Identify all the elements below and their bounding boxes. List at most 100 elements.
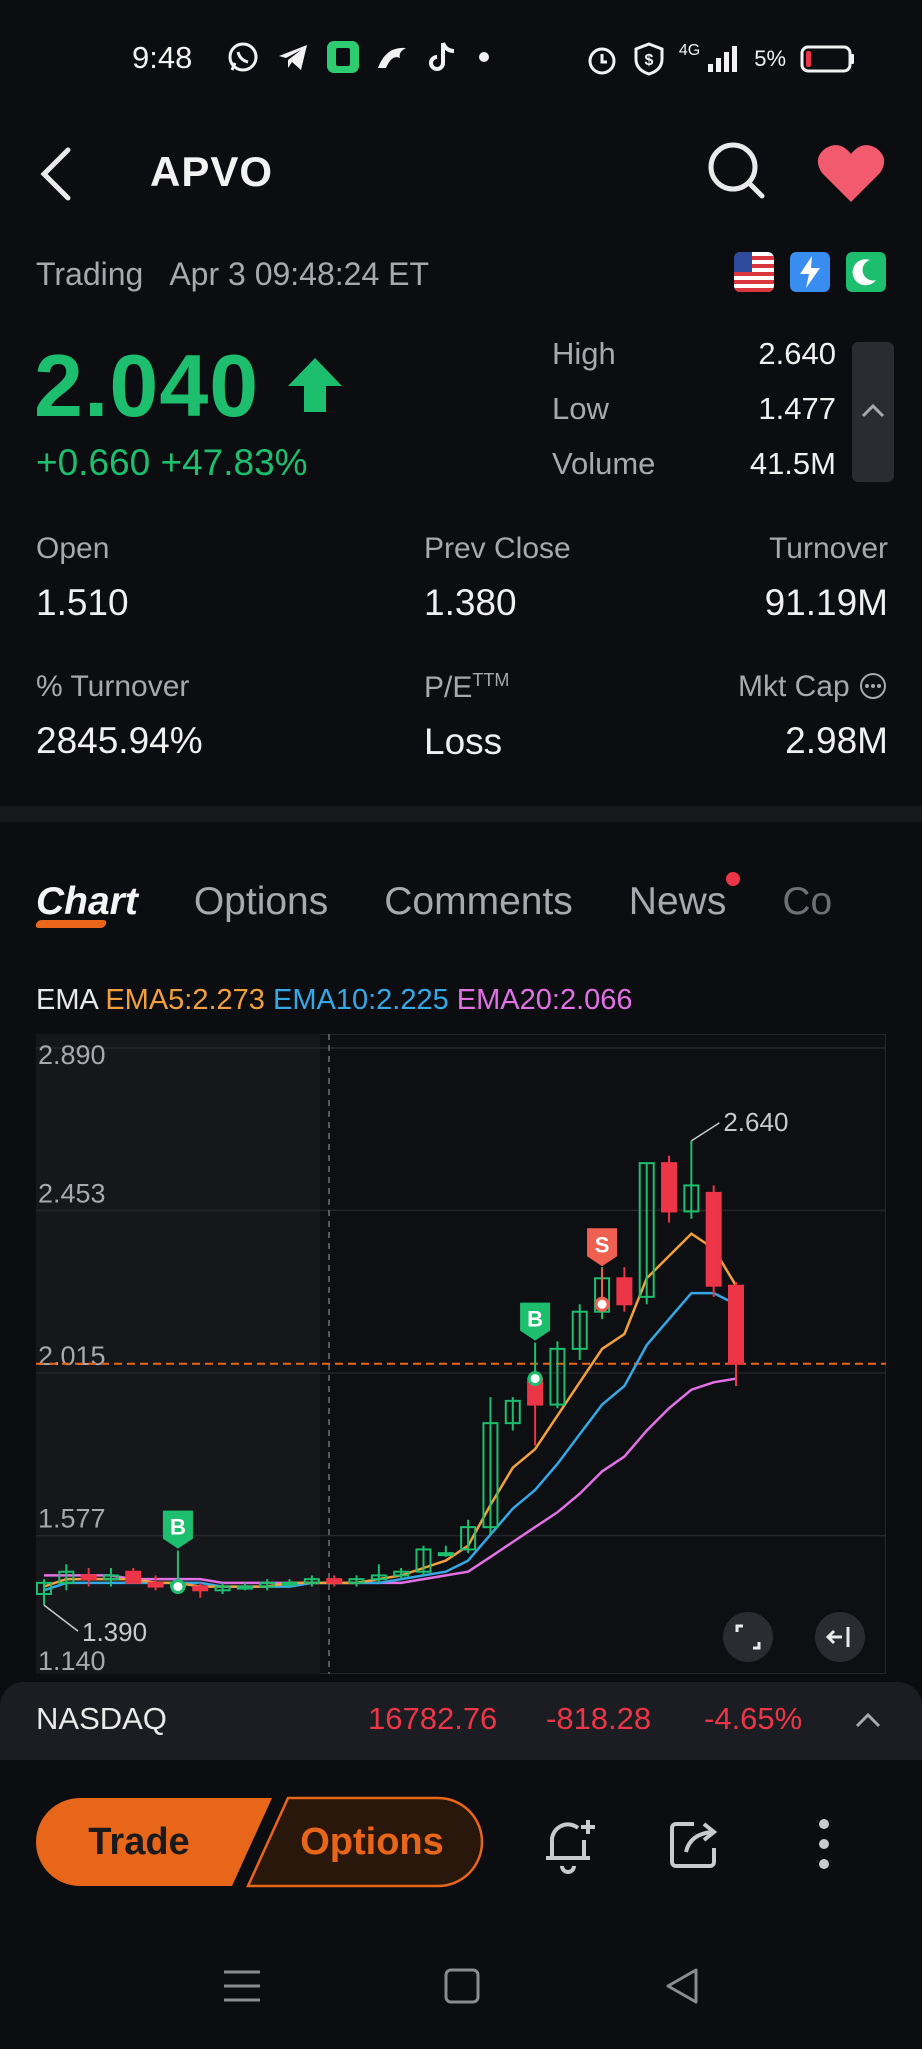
candle [326, 1575, 343, 1587]
more-vertical-icon[interactable] [794, 1814, 854, 1874]
candle-body [370, 1574, 387, 1581]
stat-open: Open 1.510 [36, 532, 129, 623]
back-nav-icon[interactable] [658, 1962, 706, 2010]
candle [236, 1582, 253, 1591]
candle [348, 1575, 365, 1587]
y-axis-label: 1.140 [38, 1646, 106, 1674]
candle [192, 1582, 209, 1598]
buy-marker: B [520, 1302, 551, 1387]
ema-legend[interactable]: EMA EMA5:2.273 EMA10:2.225 EMA20:2.066 [36, 984, 633, 1017]
tab-company[interactable]: Co [782, 880, 833, 923]
candle [303, 1575, 320, 1587]
candle-body [303, 1578, 320, 1584]
tab-options[interactable]: Options [193, 880, 329, 923]
chevron-up-icon [861, 403, 885, 418]
candle [571, 1304, 588, 1360]
jump-latest-icon [825, 1627, 850, 1647]
last-price: 2.040 [34, 336, 260, 435]
candlestick-chart[interactable]: 2.890 2.453 2.015 1.577 1.140 2.640 1.390 B B S [36, 1034, 886, 1674]
tiktok-icon [429, 42, 455, 71]
tab-comments[interactable]: Comments [384, 880, 573, 923]
index-change-pct: -4.65% [704, 1701, 803, 1736]
stat-mkt-cap[interactable]: Mkt Cap 2.98M [737, 670, 888, 761]
news-unread-dot [726, 872, 741, 886]
more-info-icon[interactable] [858, 671, 888, 701]
candle [36, 1579, 52, 1606]
app-icon [327, 41, 359, 73]
svg-text:$: $ [644, 52, 653, 69]
back-arrow-icon[interactable] [36, 146, 76, 202]
dot-icon [479, 52, 489, 62]
network-type: 4G [678, 42, 701, 59]
candle [281, 1579, 298, 1587]
lightning-badge-icon [790, 252, 830, 292]
stat-turnover: Turnover 91.19M [764, 532, 888, 623]
candle-body [259, 1581, 276, 1588]
low-label: Low [552, 391, 609, 426]
candle-body [728, 1284, 744, 1365]
candle [482, 1397, 499, 1535]
high-label: High [552, 336, 616, 371]
jump-latest-button[interactable] [815, 1612, 865, 1662]
signal-icon [708, 46, 738, 72]
battery-percent: 5% [754, 46, 786, 71]
candle [370, 1564, 387, 1583]
candle-body [147, 1581, 164, 1588]
candle-body [482, 1422, 499, 1529]
add-alert-bell-icon[interactable] [540, 1814, 600, 1874]
candle [102, 1568, 119, 1587]
ema20-line [44, 1377, 737, 1585]
fullscreen-button-bg [723, 1612, 773, 1662]
fullscreen-button[interactable] [723, 1612, 773, 1662]
candle [259, 1579, 276, 1591]
candle [58, 1564, 75, 1591]
bird-app-icon [378, 47, 406, 68]
chevron-up-icon[interactable] [852, 1708, 884, 1732]
candle-body [393, 1570, 410, 1577]
y-axis-label: 1.577 [38, 1504, 106, 1534]
tab-news[interactable]: News [629, 872, 741, 924]
candle-body [236, 1585, 253, 1590]
menu-nav-icon[interactable] [218, 1962, 266, 2010]
pe-sup: TTM [472, 670, 510, 690]
options-button[interactable]: Options [300, 1820, 444, 1863]
pe-label: P/E [424, 671, 473, 704]
candle-body [102, 1574, 119, 1581]
candle-body [36, 1581, 52, 1595]
candle-body [415, 1548, 432, 1573]
candle-body [571, 1310, 588, 1350]
candle [705, 1185, 722, 1297]
high-value: 2.640 [758, 336, 836, 371]
candle [393, 1568, 410, 1580]
candle [728, 1282, 744, 1386]
marker-badge [587, 1228, 618, 1267]
low-annotation-leader [43, 1604, 79, 1632]
trade-button[interactable]: Trade [88, 1820, 190, 1863]
candle-body [80, 1574, 97, 1581]
tab-chart[interactable]: Chart [34, 880, 138, 928]
home-nav-icon[interactable] [438, 1962, 486, 2010]
marker-dot [527, 1371, 543, 1387]
candle-body [58, 1570, 75, 1584]
fullscreen-icon [735, 1624, 761, 1650]
candle [214, 1582, 231, 1594]
candle-body [460, 1526, 477, 1551]
share-icon[interactable] [664, 1814, 724, 1874]
candle-body [281, 1581, 298, 1586]
index-ticker-bar[interactable] [0, 1682, 922, 1760]
expand-quote-button[interactable] [852, 342, 894, 482]
change-pct: +47.83% [160, 442, 308, 483]
status-right-icons: $ 4G 5% [585, 42, 856, 76]
mkt-cap-label: Mkt Cap [737, 670, 850, 703]
detail-tabs: Chart Options Comments News Co [34, 872, 833, 928]
marker-badge [520, 1302, 551, 1341]
section-divider [0, 806, 922, 822]
ticker-symbol: APVO [150, 148, 274, 195]
favorite-heart-icon[interactable] [816, 142, 886, 204]
search-icon[interactable] [706, 140, 766, 200]
index-name: NASDAQ [36, 1701, 167, 1736]
status-time: 9:48 [132, 40, 193, 75]
y-axis-label: 2.015 [38, 1341, 106, 1371]
candle-body [705, 1191, 722, 1287]
low-annotation: 1.390 [82, 1617, 147, 1647]
